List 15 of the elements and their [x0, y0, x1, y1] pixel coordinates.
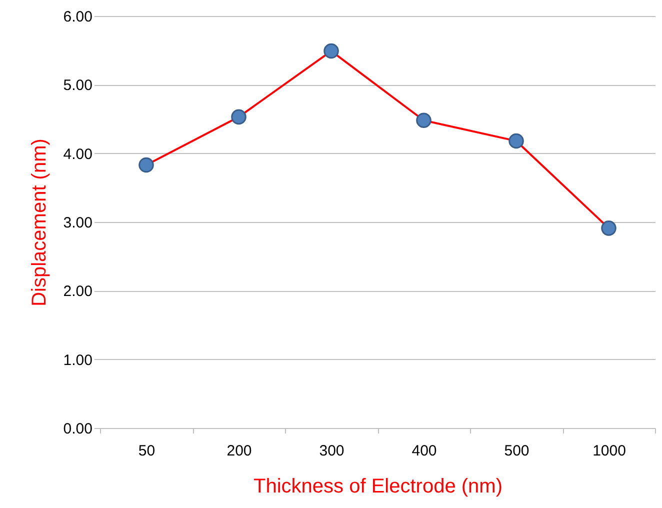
y-tick-label: 4.00 [63, 146, 92, 163]
y-tick-label: 3.00 [63, 214, 92, 232]
y-tick-label: 5.00 [63, 77, 92, 94]
y-tick-label: 6.00 [63, 8, 92, 26]
x-tick-label: 1000 [592, 442, 626, 460]
y-axis-title: Displacement (nm) [28, 138, 50, 306]
y-tick-label: 1.00 [63, 352, 92, 369]
x-tick-label: 500 [504, 442, 530, 460]
y-tick-label: 2.00 [63, 283, 92, 300]
x-tick-label: 300 [319, 442, 344, 460]
y-tick-label: 0.00 [63, 420, 92, 438]
x-tick-label: 50 [138, 442, 156, 460]
x-tick-label: 400 [412, 442, 437, 460]
x-tick-label: 200 [226, 442, 252, 460]
x-axis-title: Thickness of Electrode (nm) [254, 476, 502, 498]
